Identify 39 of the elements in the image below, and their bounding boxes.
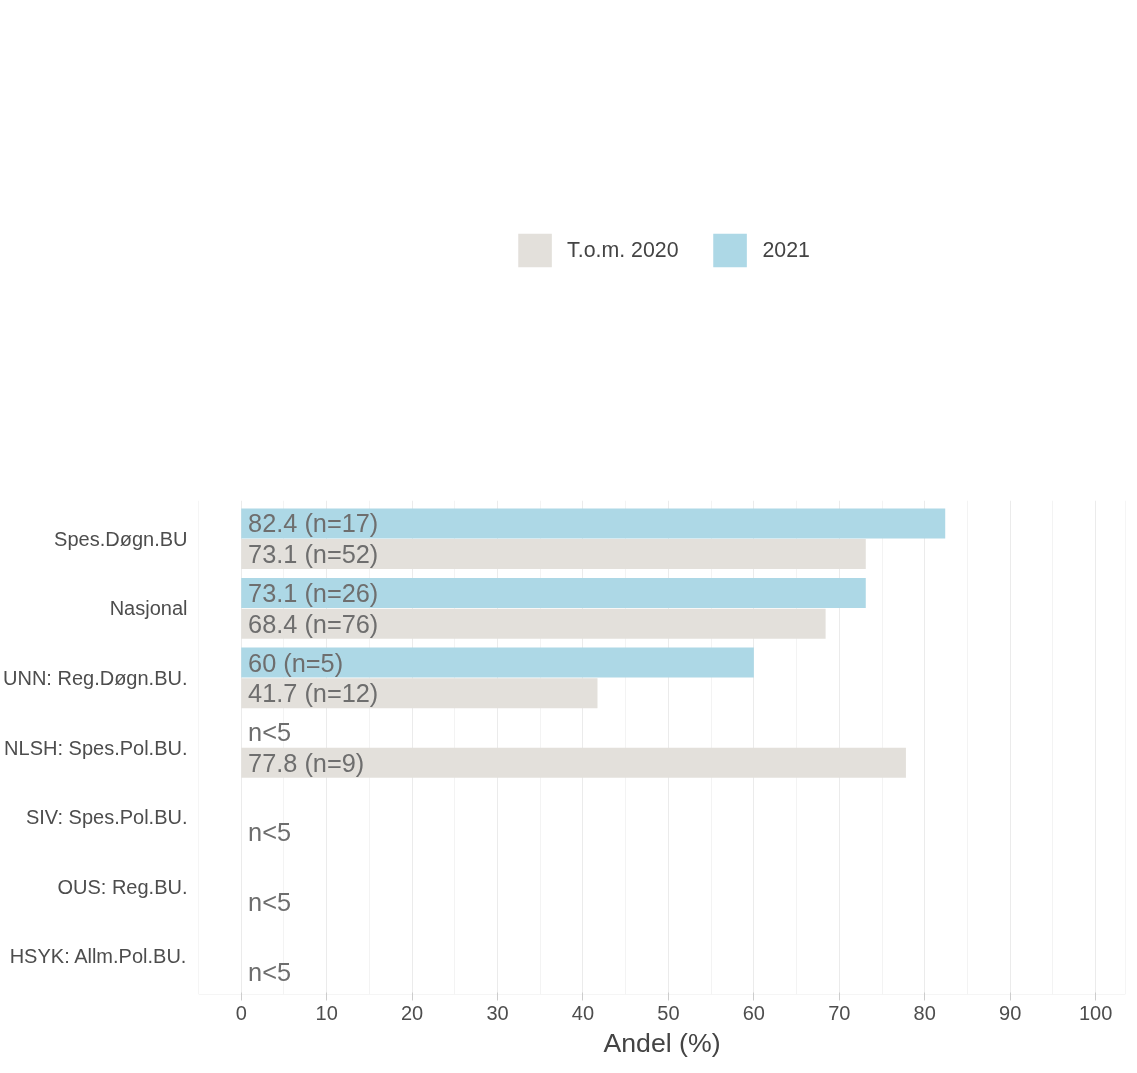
y-tick-label: Spes.Døgn.BU [54, 527, 188, 550]
x-tick-label: 70 [828, 1001, 851, 1024]
y-tick-label: SIV: Spes.Pol.BU. [25, 806, 188, 829]
x-tick-label: 20 [400, 1001, 424, 1024]
legend-label: T.o.m. 2020 [567, 237, 679, 263]
x-tick-label: 10 [315, 1001, 338, 1024]
data-label: 41.7 (n=12) [248, 679, 379, 708]
x-tick-label: 60 [742, 1001, 765, 1024]
bar [241, 578, 866, 609]
bar [241, 608, 826, 639]
y-tick-label: Nasjonal [109, 597, 188, 620]
bar [241, 508, 946, 539]
y-tick-label: UNN: Reg.Døgn.BU. [3, 666, 188, 689]
bar [241, 747, 906, 778]
x-tick-label: 30 [486, 1001, 509, 1024]
x-tick-label: 0 [235, 1001, 247, 1024]
text: n<5 [248, 818, 292, 847]
data-label: 73.1 (n=26) [248, 579, 379, 608]
y-tick-label: OUS: Reg.BU. [57, 875, 188, 898]
text: n<5 [248, 957, 292, 986]
x-tick-label: 50 [657, 1001, 680, 1024]
data-label: 68.4 (n=76) [248, 609, 379, 638]
x-axis-title: Andel (%) [603, 1027, 721, 1058]
x-tick-label: 90 [999, 1001, 1022, 1024]
text: n<5 [248, 887, 292, 916]
bar [241, 647, 754, 678]
legend-label: 2021 [762, 237, 810, 263]
y-tick-label: NLSH: Spes.Pol.BU. [4, 736, 188, 759]
y-tick-label: HSYK: Allm.Pol.BU. [9, 945, 187, 968]
data-label: 77.8 (n=9) [248, 748, 365, 777]
data-label: 82.4 (n=17) [248, 509, 379, 538]
bar [241, 678, 598, 709]
x-tick-label: 100 [1078, 1001, 1113, 1024]
data-label: 60 (n=5) [248, 648, 344, 677]
bar [241, 539, 866, 570]
data-label: 73.1 (n=52) [248, 540, 379, 569]
x-tick-label: 40 [571, 1001, 595, 1024]
x-tick-label: 80 [913, 1001, 936, 1024]
text: n<5 [248, 718, 292, 747]
